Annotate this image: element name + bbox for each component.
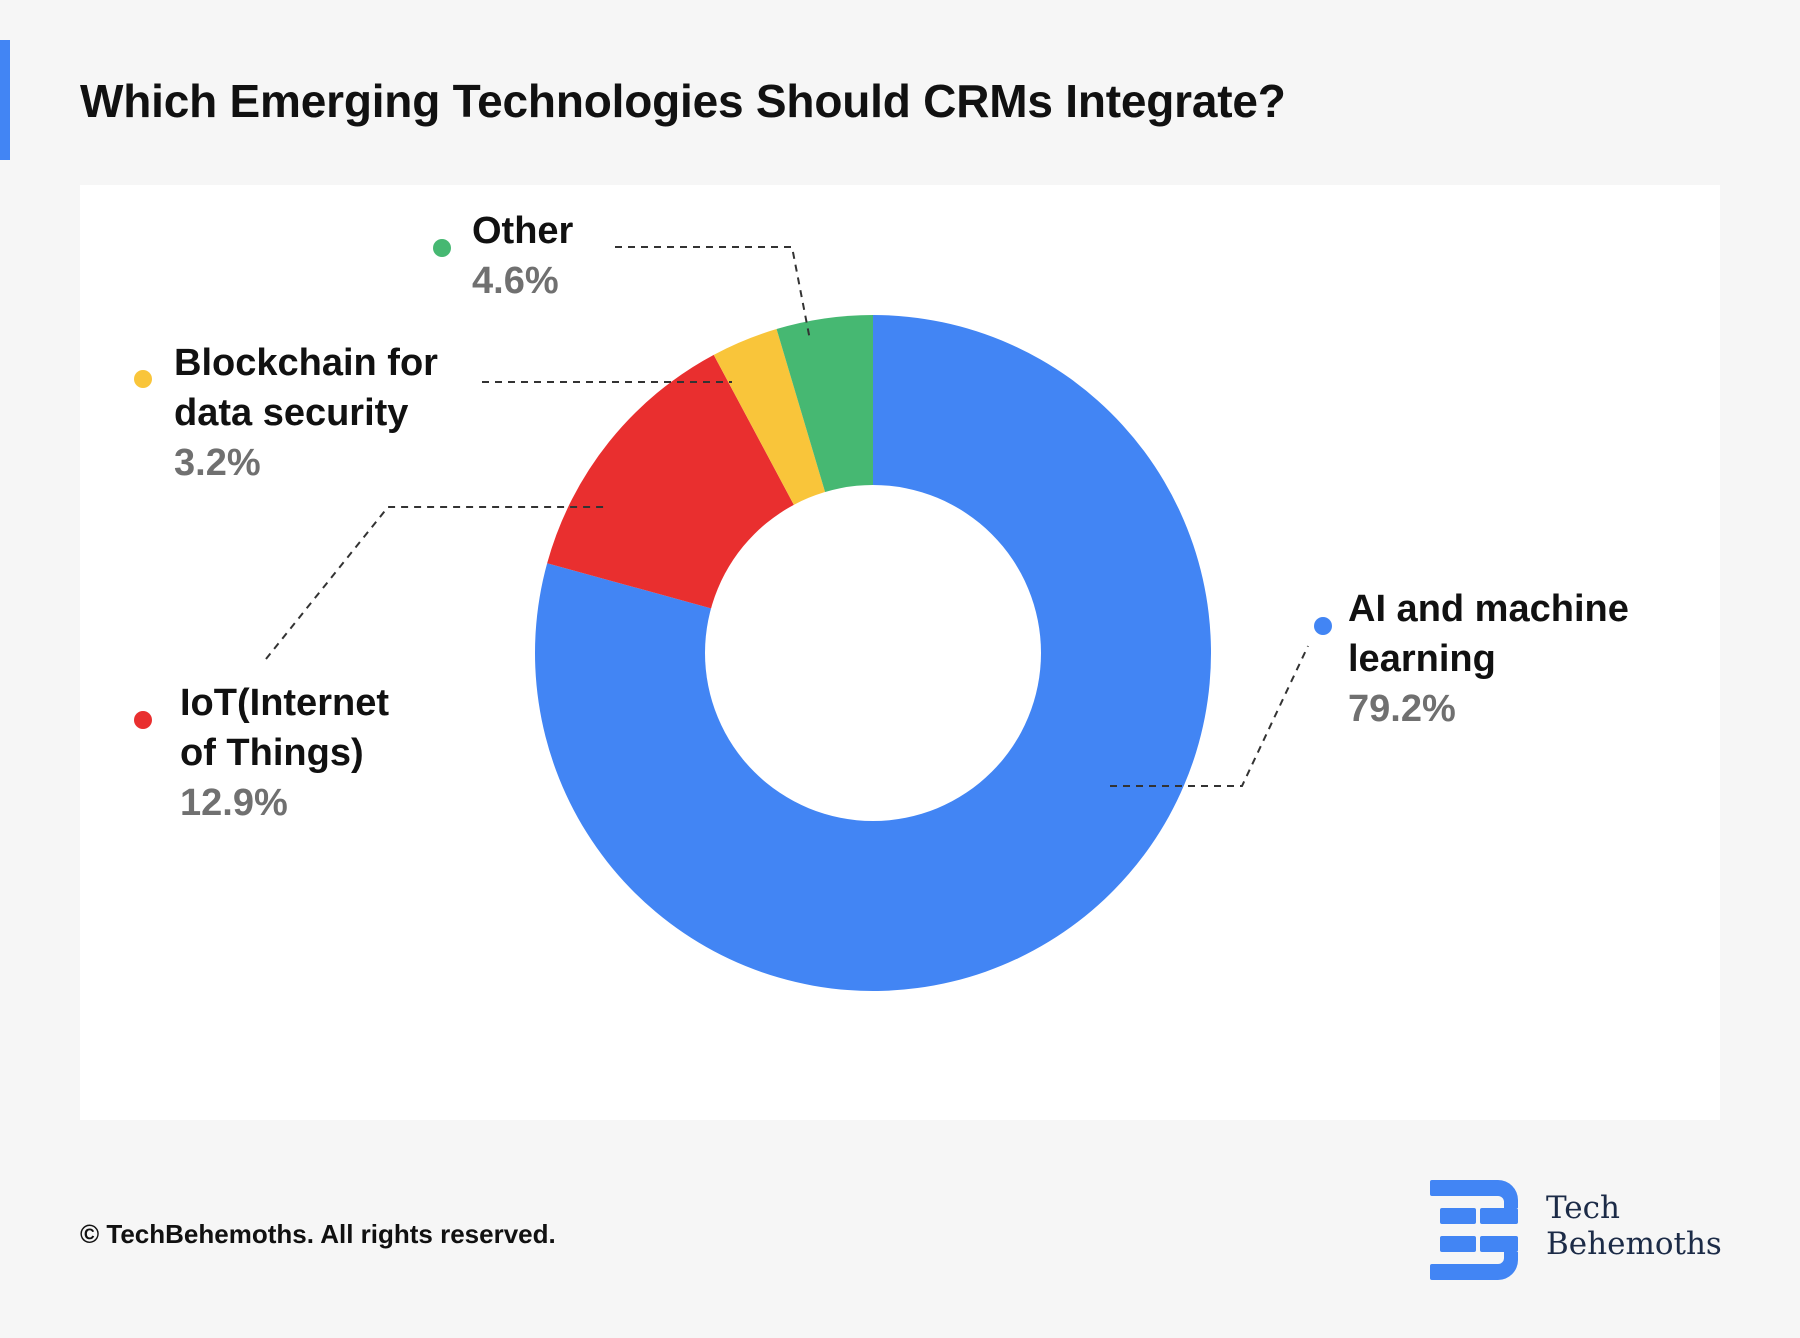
slice-label-2: Blockchain for data security 3.2% <box>134 342 438 484</box>
leader-line-1 <box>265 506 605 660</box>
slice-label-text-2-1: data security <box>174 392 408 434</box>
brand-name-line-2: Behemoths <box>1546 1226 1722 1262</box>
title-accent-bar <box>0 40 10 160</box>
techbehemoths-logo-icon <box>1430 1180 1518 1280</box>
legend-dot-1 <box>134 711 152 729</box>
leader-line-0 <box>1110 645 1309 787</box>
slice-value-label-1: 12.9% <box>180 782 288 824</box>
slice-label-text-2-0: Blockchain for <box>174 342 438 384</box>
leader-lines <box>265 246 1309 787</box>
logo-bar-mid-left <box>1440 1208 1476 1224</box>
logo-curve-top <box>1486 1180 1518 1208</box>
page-title: Which Emerging Technologies Should CRMs … <box>80 75 1286 127</box>
slice-label-text-1-1: of Things) <box>180 732 364 774</box>
brand-name: Tech Behemoths <box>1546 1190 1722 1262</box>
slice-labels: AI and machine learning 79.2% IoT(Internet o… <box>134 210 1629 824</box>
slice-label-0: AI and machine learning 79.2% <box>1314 588 1629 730</box>
legend-dot-2 <box>134 370 152 388</box>
logo-bar-mid-right <box>1480 1208 1518 1224</box>
donut-chart: AI and machine learning 79.2% IoT(Internet o… <box>134 210 1629 992</box>
slice-label-1: IoT(Internet of Things) 12.9% <box>134 682 389 824</box>
logo-bar-bottom <box>1430 1264 1488 1280</box>
leader-line-3 <box>615 246 811 341</box>
slice-value-label-3: 4.6% <box>472 260 559 302</box>
donut-hole <box>705 485 1041 821</box>
slice-label-text-3-0: Other <box>472 210 574 252</box>
chart-card: AI and machine learning 79.2% IoT(Internet o… <box>80 185 1720 1120</box>
logo-bar-low-right <box>1480 1236 1518 1252</box>
slice-label-3: Other 4.6% <box>433 210 574 302</box>
brand-name-line-1: Tech <box>1546 1190 1620 1226</box>
legend-dot-0 <box>1314 617 1332 635</box>
slice-label-text-0-1: learning <box>1348 638 1496 680</box>
brand-logo: Tech Behemoths <box>1428 1178 1728 1282</box>
logo-bar-low-left <box>1440 1236 1476 1252</box>
slice-value-label-2: 3.2% <box>174 442 261 484</box>
logo-bar-top <box>1430 1180 1488 1196</box>
slice-label-text-1-0: IoT(Internet <box>180 682 389 724</box>
slice-value-label-0: 79.2% <box>1348 688 1456 730</box>
copyright-text: © TechBehemoths. All rights reserved. <box>80 1219 556 1249</box>
slice-label-text-0-0: AI and machine <box>1348 588 1629 630</box>
logo-curve-bottom <box>1486 1252 1518 1280</box>
legend-dot-3 <box>433 239 451 257</box>
